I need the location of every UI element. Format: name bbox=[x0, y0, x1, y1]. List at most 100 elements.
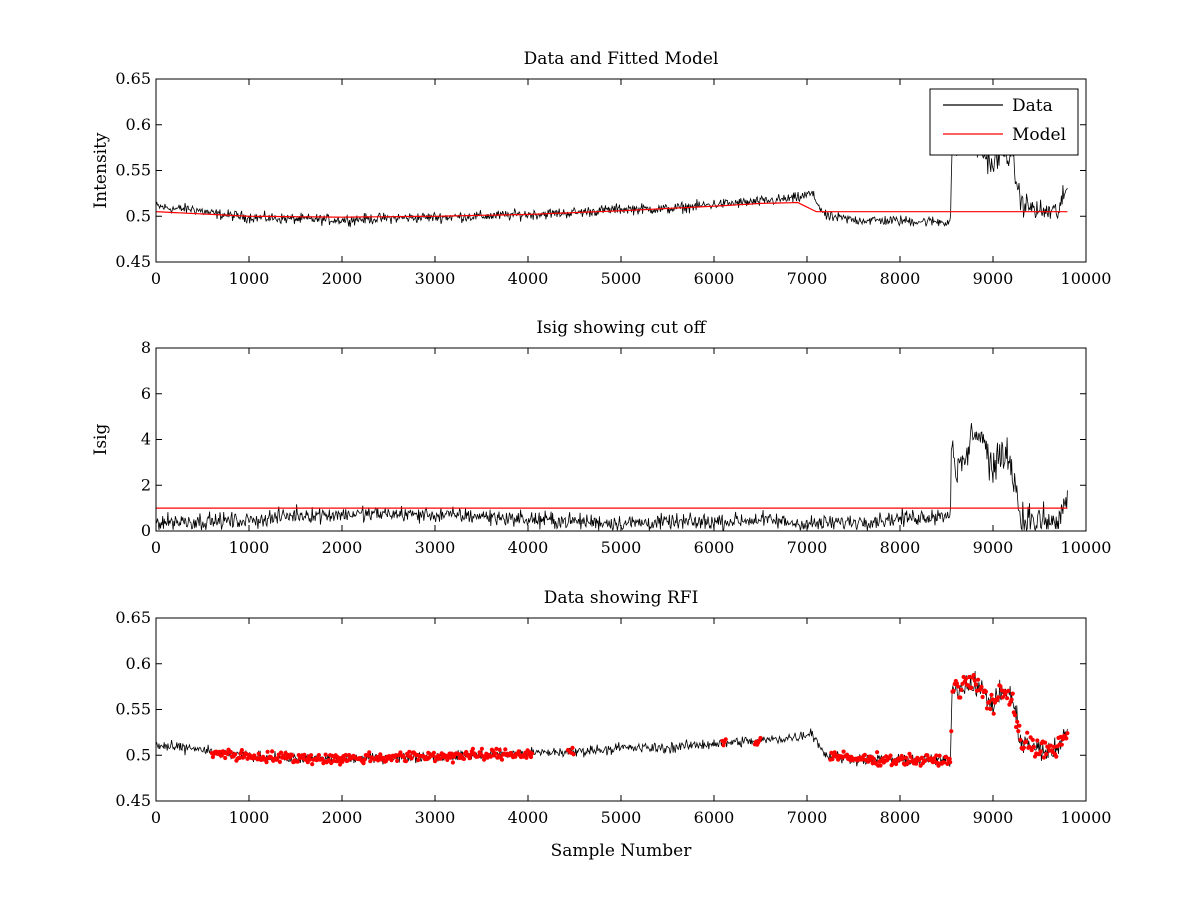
x-tick-label: 2000 bbox=[322, 269, 363, 288]
rfi-point bbox=[1005, 696, 1010, 701]
rfi-point bbox=[488, 754, 493, 759]
rfi-point bbox=[479, 746, 484, 751]
legend-label: Model bbox=[1012, 125, 1066, 145]
axes-1: 0 1000 2000 3000 4000 5000 6000 7000 8000 9000 100… bbox=[91, 49, 1111, 288]
x-tick-label: 0 bbox=[151, 538, 161, 557]
rfi-point bbox=[302, 752, 307, 757]
rfi-point bbox=[290, 753, 295, 758]
rfi-point bbox=[906, 759, 911, 764]
y-tick-label: 6 bbox=[141, 384, 151, 403]
rfi-range-3 bbox=[720, 737, 728, 748]
rfi-point bbox=[1059, 742, 1064, 747]
y-tick-label: 0.45 bbox=[115, 252, 151, 271]
rfi-point bbox=[1054, 754, 1059, 759]
plot-area bbox=[156, 132, 1068, 228]
y-tick-label: 0.65 bbox=[115, 608, 151, 627]
x-axis-label: Sample Number bbox=[551, 841, 693, 861]
rfi-point bbox=[278, 750, 284, 755]
rfi-range-4 bbox=[752, 735, 763, 747]
rfi-point bbox=[367, 750, 372, 755]
rfi-point bbox=[228, 749, 233, 755]
rfi-point bbox=[860, 757, 865, 762]
x-tick-label: 10000 bbox=[1061, 808, 1112, 827]
rfi-point bbox=[942, 760, 947, 765]
rfi-range-1 bbox=[209, 746, 535, 767]
rfi-point bbox=[528, 754, 534, 760]
x-tick-label: 9000 bbox=[973, 808, 1014, 827]
rfi-point bbox=[937, 753, 942, 758]
x-tick-label: 3000 bbox=[415, 269, 456, 288]
rfi-point bbox=[1012, 713, 1018, 718]
y-tick-label: 0.5 bbox=[126, 745, 151, 764]
rfi-point bbox=[238, 751, 243, 756]
rfi-point bbox=[931, 756, 937, 761]
rfi-point bbox=[389, 758, 394, 763]
rfi-point bbox=[758, 735, 763, 741]
legend-label: Data bbox=[1012, 96, 1053, 116]
rfi-point bbox=[914, 761, 919, 766]
rfi-point bbox=[871, 756, 876, 761]
rfi-point bbox=[395, 758, 400, 764]
rfi-point bbox=[963, 676, 968, 682]
rfi-point bbox=[450, 760, 455, 765]
rfi-point bbox=[1025, 730, 1030, 735]
rfi-point bbox=[989, 692, 994, 698]
rfi-point bbox=[362, 757, 367, 762]
rfi-point bbox=[908, 754, 913, 759]
rfi-point bbox=[263, 756, 268, 761]
x-tick-label: 1000 bbox=[229, 808, 270, 827]
rfi-point bbox=[841, 749, 846, 754]
x-tick-label: 4000 bbox=[508, 538, 549, 557]
x-tick-label: 0 bbox=[151, 808, 161, 827]
rfi-point bbox=[878, 763, 883, 768]
axes-3: 0 1000 2000 3000 4000 5000 6000 7000 8000 9000 100… bbox=[115, 588, 1111, 861]
x-tick-label: 4000 bbox=[508, 269, 549, 288]
chart-title: Data and Fitted Model bbox=[524, 49, 719, 69]
rfi-point bbox=[409, 756, 414, 761]
y-axis-label: Isig bbox=[91, 424, 111, 456]
rfi-markers bbox=[209, 673, 1070, 768]
rfi-point bbox=[223, 755, 228, 761]
rfi-point bbox=[335, 755, 340, 760]
plot-area bbox=[156, 422, 1068, 531]
rfi-point bbox=[967, 674, 972, 680]
x-tick-label: 7000 bbox=[787, 808, 828, 827]
axes-box bbox=[155, 617, 1087, 802]
rfi-point bbox=[1030, 737, 1035, 743]
series-line-1 bbox=[156, 132, 1068, 228]
series-line-2 bbox=[156, 201, 1068, 218]
rfi-point bbox=[1024, 739, 1029, 744]
rfi-point bbox=[723, 737, 728, 742]
rfi-point bbox=[245, 756, 250, 761]
rfi-point bbox=[1065, 731, 1070, 736]
rfi-point bbox=[1044, 752, 1049, 757]
rfi-point bbox=[875, 750, 880, 755]
rfi-range-6 bbox=[948, 673, 1070, 765]
rfi-point bbox=[949, 729, 954, 734]
rfi-point bbox=[919, 755, 924, 760]
rfi-point bbox=[948, 760, 953, 765]
rfi-point bbox=[277, 759, 282, 765]
y-tick-label: 2 bbox=[141, 475, 151, 494]
rfi-point bbox=[239, 748, 244, 753]
rfi-point bbox=[954, 681, 960, 686]
rfi-point bbox=[904, 755, 909, 760]
rfi-point bbox=[468, 752, 473, 757]
rfi-point bbox=[378, 752, 383, 757]
rfi-point bbox=[449, 751, 454, 756]
rfi-point bbox=[470, 746, 475, 752]
rfi-point bbox=[307, 757, 313, 762]
rfi-point bbox=[980, 694, 985, 700]
rfi-point bbox=[524, 755, 529, 760]
y-tick-label: 0 bbox=[141, 521, 151, 540]
rfi-point bbox=[959, 687, 964, 693]
rfi-point bbox=[275, 756, 280, 761]
rfi-point bbox=[309, 753, 314, 758]
rfi-point bbox=[991, 711, 996, 716]
chart-title: Isig showing cut off bbox=[536, 318, 707, 338]
rfi-point bbox=[323, 752, 328, 757]
rfi-point bbox=[958, 695, 963, 700]
x-tick-label: 7000 bbox=[787, 538, 828, 557]
rfi-point bbox=[1064, 736, 1069, 741]
